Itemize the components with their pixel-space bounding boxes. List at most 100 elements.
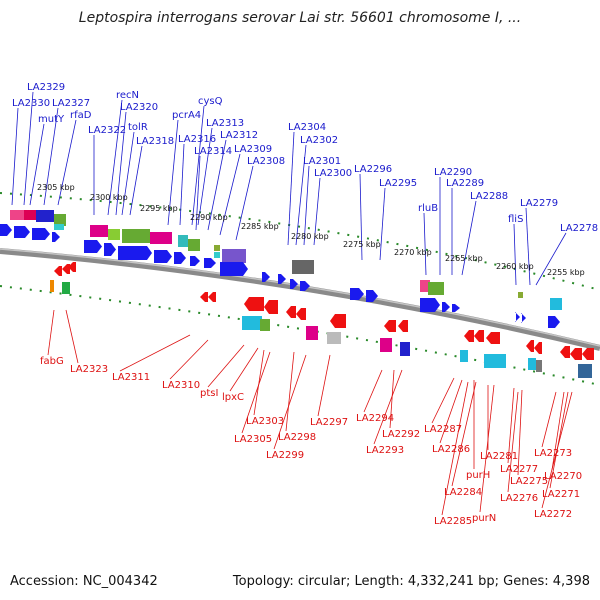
leader-line bbox=[507, 387, 515, 464]
forward-gene-label: LA2316 bbox=[178, 134, 216, 145]
leader-line bbox=[439, 379, 463, 444]
reverse-gene-label: LA2277 bbox=[500, 464, 538, 475]
accession-text: Accession: NC_004342 bbox=[10, 574, 158, 589]
reverse-gene-arrow bbox=[526, 340, 534, 352]
reverse-gene-label: LA2310 bbox=[162, 380, 200, 391]
gene-block bbox=[327, 332, 341, 344]
forward-gene-arrow bbox=[220, 262, 248, 276]
reverse-gene-label: purN bbox=[472, 513, 496, 524]
forward-gene-label: LA2302 bbox=[300, 135, 338, 146]
reverse-gene-label: LA2284 bbox=[444, 487, 482, 498]
reverse-gene-arrow bbox=[62, 264, 70, 274]
leader-line bbox=[43, 107, 59, 206]
tick-label: 2255 kbp bbox=[547, 268, 585, 277]
gene-block bbox=[550, 298, 562, 310]
reverse-gene-arrow bbox=[264, 300, 278, 314]
forward-gene-label: LA2300 bbox=[314, 168, 352, 179]
reverse-gene-label: LA2297 bbox=[310, 417, 348, 428]
reverse-gene-label: LA2275 bbox=[510, 476, 548, 487]
forward-gene-arrow bbox=[300, 281, 310, 291]
forward-gene-arrow bbox=[278, 274, 286, 284]
leader-line bbox=[313, 177, 321, 246]
forward-gene-label: recN bbox=[116, 90, 139, 101]
reverse-gene-label: LA2293 bbox=[366, 445, 404, 456]
tick-label: 2290 kbp bbox=[190, 213, 228, 222]
forward-gene-label: tolR bbox=[128, 122, 148, 133]
forward-gene-arrow bbox=[548, 316, 560, 328]
gene-block bbox=[536, 360, 542, 372]
leader-line bbox=[285, 351, 295, 432]
reverse-gene-arrow bbox=[208, 292, 216, 302]
reverse-gene-arrow bbox=[286, 306, 296, 318]
leader-line bbox=[23, 91, 34, 206]
gene-block bbox=[150, 232, 172, 244]
tick-label: 2265 kbp bbox=[445, 254, 483, 263]
leader-line bbox=[513, 223, 517, 286]
forward-gene-label: LA2330 bbox=[12, 98, 50, 109]
reverse-gene-label: purH bbox=[466, 470, 490, 481]
reverse-gene-label: LA2305 bbox=[234, 434, 272, 445]
tick-label: 2280 kbp bbox=[291, 232, 329, 241]
leader-line bbox=[121, 131, 135, 216]
reverse-gene-arrow bbox=[570, 348, 582, 360]
reverse-gene-label: LA2270 bbox=[544, 471, 582, 482]
tick-labels: 2305 kbp 2300 kbp 2295 kbp 2290 kbp 2285 kbp… bbox=[37, 183, 585, 277]
forward-gene-arrow bbox=[521, 313, 526, 323]
tick-label: 2260 kbp bbox=[496, 262, 534, 271]
leader-line bbox=[195, 155, 201, 231]
gene-block bbox=[90, 225, 108, 237]
gene-block bbox=[24, 210, 36, 220]
leader-line bbox=[479, 384, 495, 513]
leader-line bbox=[303, 165, 310, 246]
gene-block bbox=[188, 239, 200, 251]
forward-gene-arrow bbox=[104, 243, 116, 256]
forward-gene-arrow bbox=[190, 256, 200, 266]
gene-block bbox=[10, 210, 24, 220]
reverse-gene-label: LA2303 bbox=[246, 416, 284, 427]
leader-line bbox=[107, 99, 123, 216]
reverse-gene-label: LA2273 bbox=[534, 448, 572, 459]
forward-gene-arrow bbox=[154, 250, 172, 263]
reverse-gene-label: LA2271 bbox=[542, 489, 580, 500]
forward-gene-label: LA2288 bbox=[470, 191, 508, 202]
gene-block bbox=[108, 229, 120, 240]
reverse-gene-label: LA2311 bbox=[112, 372, 150, 383]
leader-line bbox=[115, 111, 127, 216]
gene-block bbox=[214, 245, 220, 251]
gene-block bbox=[428, 282, 444, 295]
leader-line bbox=[57, 119, 77, 206]
leader-line bbox=[229, 347, 259, 392]
reverse-gene-label: LA2298 bbox=[278, 432, 316, 443]
leader-line bbox=[441, 381, 469, 516]
forward-gene-arrow bbox=[174, 252, 186, 264]
reverse-gene-label: LA2272 bbox=[534, 509, 572, 520]
forward-gene-label: mutY bbox=[38, 114, 65, 125]
forward-gene-label: LA2313 bbox=[206, 118, 244, 129]
leader-line bbox=[549, 391, 569, 489]
forward-gene-arrow bbox=[84, 240, 102, 253]
gene-block bbox=[222, 249, 246, 263]
leader-line bbox=[65, 309, 79, 364]
topology-summary: Topology: circular; Length: 4,332,241 bp… bbox=[232, 574, 590, 589]
leader-line bbox=[461, 200, 477, 276]
reverse-gene-arrow bbox=[464, 330, 474, 342]
forward-gene-arrow bbox=[420, 298, 440, 312]
forward-gene-label: LA2327 bbox=[52, 98, 90, 109]
reverse-gene-label: LA2276 bbox=[500, 493, 538, 504]
reverse-gene-label: ptsI bbox=[200, 388, 218, 399]
leader-line bbox=[273, 354, 307, 450]
reverse-gene-arrow bbox=[330, 314, 346, 328]
reverse-gene-arrow bbox=[560, 346, 570, 358]
forward-gene-label: fliS bbox=[508, 214, 523, 225]
forward-gene-label: LA2290 bbox=[434, 167, 472, 178]
forward-gene-label: LA2304 bbox=[288, 122, 326, 133]
forward-gene-label: LA2314 bbox=[194, 146, 232, 157]
leader-line bbox=[207, 344, 245, 388]
reverse-gene-arrow bbox=[474, 330, 484, 342]
forward-gene-label: LA2278 bbox=[560, 223, 598, 234]
leader-line bbox=[317, 354, 331, 417]
tick-label: 2285 kbp bbox=[241, 222, 279, 231]
reverse-gene-arrow bbox=[384, 320, 396, 332]
leader-line bbox=[191, 105, 205, 226]
